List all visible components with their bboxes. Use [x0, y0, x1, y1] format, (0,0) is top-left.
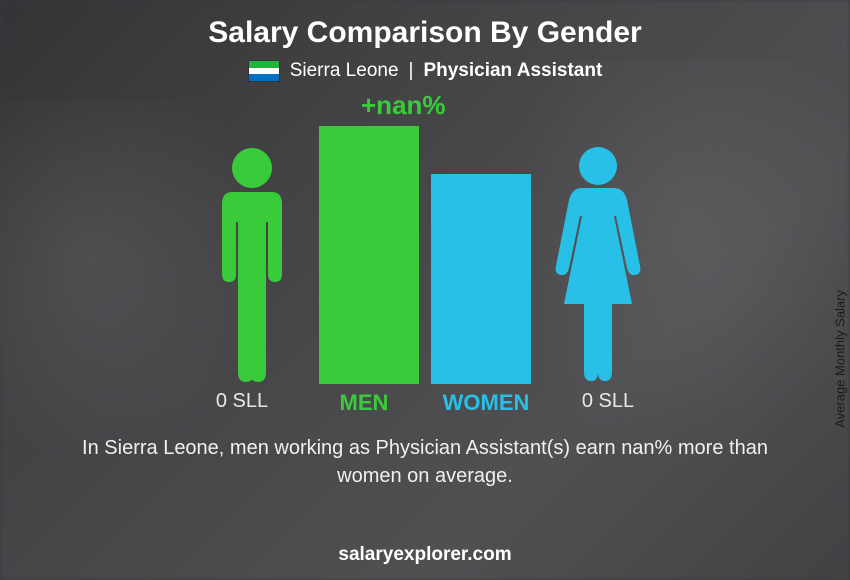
flag-icon	[248, 60, 280, 82]
page-title: Salary Comparison By Gender	[208, 16, 641, 50]
caption-text: In Sierra Leone, men working as Physicia…	[55, 434, 795, 490]
women-label: WOMEN	[431, 390, 541, 416]
footer-link[interactable]: salaryexplorer.com	[338, 544, 511, 566]
content-container: Salary Comparison By Gender Sierra Leone…	[0, 0, 850, 580]
female-icon	[548, 144, 648, 384]
country-label: Sierra Leone	[290, 60, 399, 82]
women-salary-value: 0 SLL	[553, 390, 663, 416]
figures-row	[105, 126, 745, 384]
chart-area: +nan% 0 SLL MEN WOMEN 0 SLL	[105, 90, 745, 420]
separator: |	[409, 60, 414, 82]
y-axis-label: Average Monthly Salary	[833, 290, 848, 428]
male-icon-slot	[197, 144, 307, 384]
men-label: MEN	[309, 390, 419, 416]
male-icon	[202, 144, 302, 384]
labels-row: 0 SLL MEN WOMEN 0 SLL	[105, 390, 745, 416]
percent-diff-label: +nan%	[361, 90, 446, 121]
men-bar	[319, 126, 419, 384]
female-icon-slot	[543, 144, 653, 384]
subtitle-row: Sierra Leone | Physician Assistant	[248, 60, 603, 82]
job-title-label: Physician Assistant	[423, 60, 602, 82]
men-salary-value: 0 SLL	[187, 390, 297, 416]
women-bar	[431, 174, 531, 384]
